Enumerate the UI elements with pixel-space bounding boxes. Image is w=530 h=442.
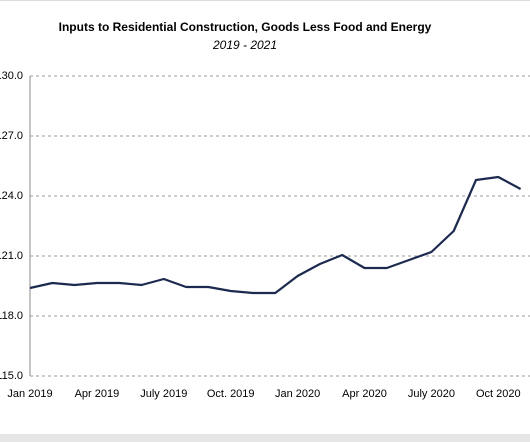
y-tick-label: 121.0 [0,250,23,262]
x-tick-label: Jan 2020 [275,388,320,400]
y-tick-label: 127.0 [0,130,23,142]
bottom-strip [0,434,530,442]
y-tick-label: 124.0 [0,190,23,202]
x-tick-label: Apr 2020 [342,388,387,400]
y-tick-label: 118.0 [0,310,23,322]
x-tick-label: July 2019 [140,388,187,400]
x-tick-label: Oct. 2019 [207,388,255,400]
chart-subtitle: 2019 - 2021 [212,38,277,52]
line-series [29,175,522,295]
y-tick-label: 130.0 [0,70,23,82]
x-tick-label: Oct 2020 [476,388,521,400]
x-tick-label: Jan 2019 [7,388,52,400]
x-tick-label: July 2020 [408,388,455,400]
x-tick-label: Apr 2019 [75,388,120,400]
chart-title: Inputs to Residential Construction, Good… [59,20,432,34]
y-tick-label: 115.0 [0,370,23,382]
